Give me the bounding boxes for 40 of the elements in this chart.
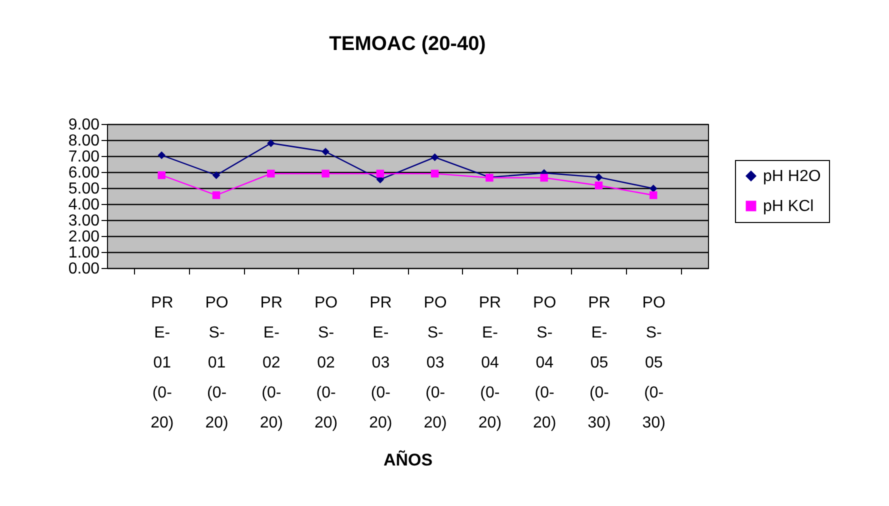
y-tick-label: 1.00	[68, 244, 100, 262]
y-tick-label: 0.00	[68, 260, 100, 278]
point	[594, 173, 603, 182]
y-tick-label: 7.00	[68, 148, 100, 166]
point	[430, 153, 439, 162]
point	[430, 170, 439, 178]
y-tick-label: 2.00	[68, 228, 100, 246]
y-tick-label: 6.00	[68, 164, 100, 182]
x-tick-label: POS-05 (0-30)	[642, 294, 666, 432]
chart-title: TEMOAC (20-40)	[329, 33, 486, 55]
point	[267, 170, 275, 178]
y-tick-label: 8.00	[68, 132, 100, 150]
y-tick-label: 9.00	[68, 116, 100, 134]
point	[594, 182, 603, 190]
point	[540, 174, 548, 182]
point	[158, 171, 166, 180]
point	[212, 191, 220, 200]
point	[158, 151, 166, 160]
x-tick-label: PRE-02 (0-20)	[260, 294, 283, 432]
x-tick-label: PRE-04 (0-20)	[478, 294, 502, 432]
x-tick-label: POS-04 (0-20)	[533, 294, 556, 432]
point	[322, 170, 330, 178]
x-tick-label: POS-03 (0-20)	[424, 294, 447, 432]
point	[267, 139, 275, 148]
point	[649, 184, 658, 192]
y-tick-label: 3.00	[68, 212, 100, 230]
x-tick-label: POS-01 (0-20)	[205, 294, 228, 432]
point	[212, 171, 220, 180]
point	[376, 170, 384, 178]
y-tick-label: 4.00	[68, 196, 100, 214]
x-tick-label: POS-02 (0-20)	[314, 294, 338, 432]
point	[322, 148, 330, 156]
legend-label: pH KCl	[763, 198, 814, 215]
point	[649, 191, 658, 200]
x-tick-label: PRE-03 (0-20)	[369, 294, 392, 432]
legend-label: pH H2O	[763, 168, 821, 185]
x-tick-label: PRE-01 (0-20)	[150, 294, 174, 432]
x-tick-label: PRE-05 (0-30)	[588, 294, 611, 432]
x-axis-title: AÑOS	[383, 450, 433, 470]
y-tick-label: 5.00	[68, 180, 100, 198]
